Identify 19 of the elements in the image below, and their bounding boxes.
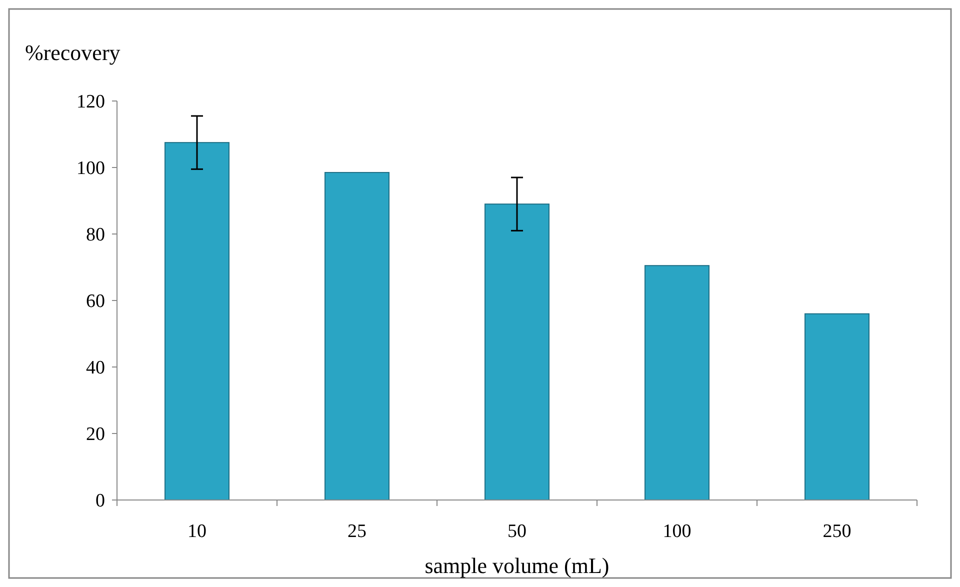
bar [644,265,710,500]
x-tick-label: 100 [662,521,692,542]
y-tick-label: 20 [86,424,105,446]
bar [804,313,870,500]
x-axis-title: sample volume (mL) [424,553,610,578]
bar [164,142,230,500]
y-tick-label: 60 [86,291,105,312]
y-tick-label: 40 [86,358,105,379]
y-axis-title: %recovery [25,40,120,65]
y-tick-label: 80 [86,224,105,246]
x-tick-label: 25 [348,521,366,542]
y-tick-label: 120 [76,92,105,113]
y-tick-label: 0 [96,490,105,512]
x-tick-label: 10 [188,521,206,542]
x-tick-label: 50 [508,521,526,542]
bar [484,204,550,500]
bar [324,172,390,500]
x-tick-label: 250 [822,521,852,542]
y-tick-label: 100 [76,158,105,180]
